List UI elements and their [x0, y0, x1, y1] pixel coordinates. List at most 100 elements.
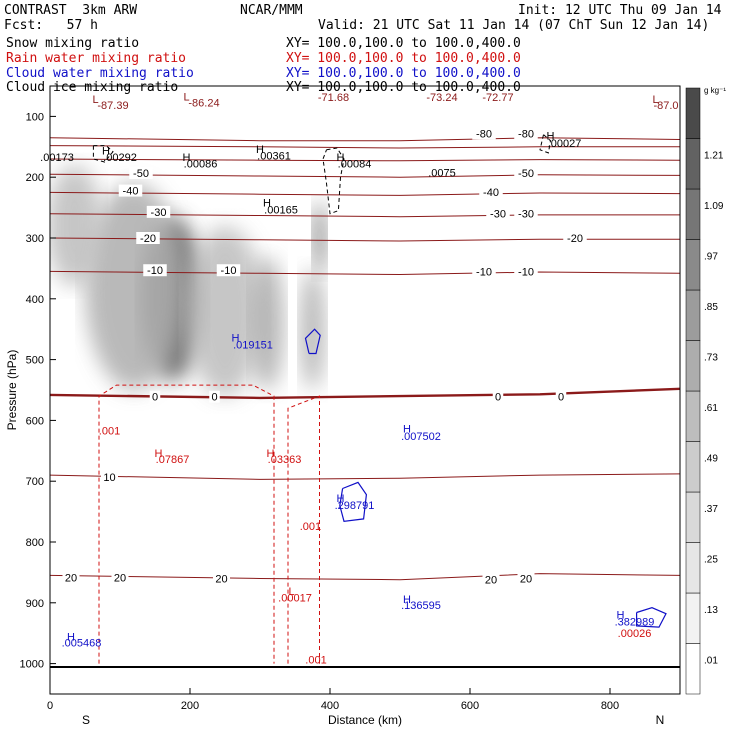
- extremum-label: .001: [300, 521, 321, 533]
- field-cloudwater-label: Cloud water mixing ratio: [6, 66, 194, 81]
- south-label: S: [82, 713, 90, 727]
- contour-label-bg: [213, 572, 230, 585]
- extremum-label: L: [652, 94, 658, 106]
- extremum-label: .005468: [62, 638, 102, 650]
- extremum-label: H: [155, 448, 163, 460]
- temperature-contour-line: [50, 191, 680, 196]
- extremum-label: H: [617, 610, 625, 622]
- extremum-label: H: [267, 448, 275, 460]
- cloud-ice-contours: [92, 134, 552, 215]
- snow-blob: [249, 256, 285, 390]
- organization: NCAR/MMM: [240, 3, 303, 18]
- colorbar: .01 .13 .25 .37 .49 .61 .73 .85 .97 1.09 1.21 g kg⁻…: [685, 86, 726, 695]
- extremum-label: .00086: [184, 158, 218, 170]
- extremum-label: -73.24: [426, 92, 457, 104]
- contour-label-bg: [514, 265, 538, 278]
- contour-label-bg: [146, 205, 171, 218]
- contour-label-bg: [472, 265, 496, 278]
- extremum-label: .03363: [268, 454, 302, 466]
- extremum-label: -72.77: [482, 92, 513, 104]
- y-tick-label: 600: [26, 415, 44, 427]
- extremum-label: .00027: [548, 138, 582, 150]
- y-tick-label: 800: [26, 537, 44, 549]
- contour-label-bg: [143, 264, 167, 277]
- extremum-label: .00292: [103, 152, 137, 164]
- contour-label: -30: [151, 207, 167, 219]
- extremum-label: H: [232, 332, 240, 344]
- contour-label-bg: [472, 127, 496, 140]
- contour-label: -40: [483, 187, 499, 199]
- field-snow-xy: XY= 100.0,100.0 to 100.0,400.0: [286, 36, 521, 51]
- x-axis-title: Distance (km): [328, 713, 402, 727]
- extremum-label: -71.68: [318, 92, 349, 104]
- colorbar-label: .01: [704, 656, 718, 667]
- y-tick-label: 100: [26, 111, 44, 123]
- extremum-label: H: [403, 424, 411, 436]
- contour-label-bg: [492, 390, 504, 403]
- valid-time: Valid: 21 UTC Sat 11 Jan 14 (07 ChT Sun …: [318, 18, 710, 33]
- extremum-label: .00361: [257, 151, 291, 163]
- field-rain-label: Rain water mixing ratio: [6, 51, 187, 66]
- snow-blob: [299, 268, 326, 391]
- contour-label: -50: [518, 168, 534, 180]
- field-cloudice-xy: XY= 100.0,100.0 to 100.0,400.0: [286, 80, 521, 95]
- contour-label-bg: [101, 470, 118, 483]
- contour-label: 10: [103, 472, 115, 484]
- temperature-contour-line: [50, 573, 680, 581]
- colorbar-swatch: [685, 138, 701, 190]
- contour-label-bg: [517, 572, 535, 585]
- extremum-label: H: [102, 146, 110, 158]
- extremum-label: .0075: [428, 168, 456, 180]
- contour-label-bg: [209, 390, 220, 403]
- x-tick-label: 800: [601, 700, 619, 712]
- cloud-ice-contour-line: [92, 145, 114, 163]
- contour-label: -50: [133, 168, 149, 180]
- contour-label-bg: [514, 207, 538, 220]
- colorbar-swatch: [685, 390, 701, 442]
- colorbar-swatch: [685, 188, 701, 240]
- colorbar-swatch: [685, 592, 701, 644]
- temperature-contour-line: [50, 213, 680, 218]
- init-time: Init: 12 UTC Thu 09 Jan 14: [518, 3, 722, 18]
- snow-blob: [50, 165, 103, 287]
- contour-label: -30: [490, 209, 506, 221]
- contour-label: -40: [123, 186, 139, 198]
- extremum-label: .07867: [156, 454, 190, 466]
- x-tick-label: 0: [47, 700, 53, 712]
- extremum-label: .001: [99, 425, 120, 437]
- y-tick-label: 900: [26, 598, 44, 610]
- field-cloudice-label: Cloud ice mixing ratio: [6, 80, 179, 95]
- extremum-label: L: [92, 94, 98, 106]
- x-tick-label: 600: [461, 700, 479, 712]
- temperature-contour-line: [50, 387, 680, 400]
- contour-label-bg: [216, 264, 241, 277]
- colorbar-swatch: [685, 239, 701, 291]
- extremum-label: H: [547, 131, 555, 143]
- extremum-label: .00026: [618, 628, 652, 640]
- field-rain-xy: XY= 100.0,100.0 to 100.0,400.0: [286, 51, 521, 66]
- plot-frame: [49, 85, 681, 695]
- temperature-contour-line: [50, 173, 680, 178]
- extremum-label: .001: [305, 655, 326, 667]
- model-title: CONTRAST 3km ARW: [4, 3, 138, 18]
- colorbar-label: 1.21: [704, 151, 724, 162]
- contour-label: -80: [518, 128, 534, 140]
- rain-contour-line: [287, 395, 320, 664]
- cloud-water-contour-line: [339, 481, 368, 522]
- contour-label: -30: [518, 209, 534, 221]
- contour-label: -10: [147, 265, 163, 277]
- colorbar-label: .25: [704, 555, 718, 566]
- extremum-label: .00173: [40, 152, 74, 164]
- temperature-contour-line: [50, 137, 680, 142]
- rain-contour-line: [98, 384, 275, 664]
- extremum-label: .019151: [233, 340, 273, 352]
- contour-label: -80: [476, 128, 492, 140]
- extremum-label: .298791: [335, 500, 375, 512]
- snow-blob: [312, 201, 327, 275]
- contour-label-bg: [149, 390, 161, 403]
- colorbar-swatch: [685, 491, 701, 543]
- extremum-label: L: [183, 92, 189, 104]
- contour-label: -20: [140, 233, 156, 245]
- y-tick-label: 1000: [20, 659, 44, 671]
- temperature-contour-line: [50, 473, 680, 480]
